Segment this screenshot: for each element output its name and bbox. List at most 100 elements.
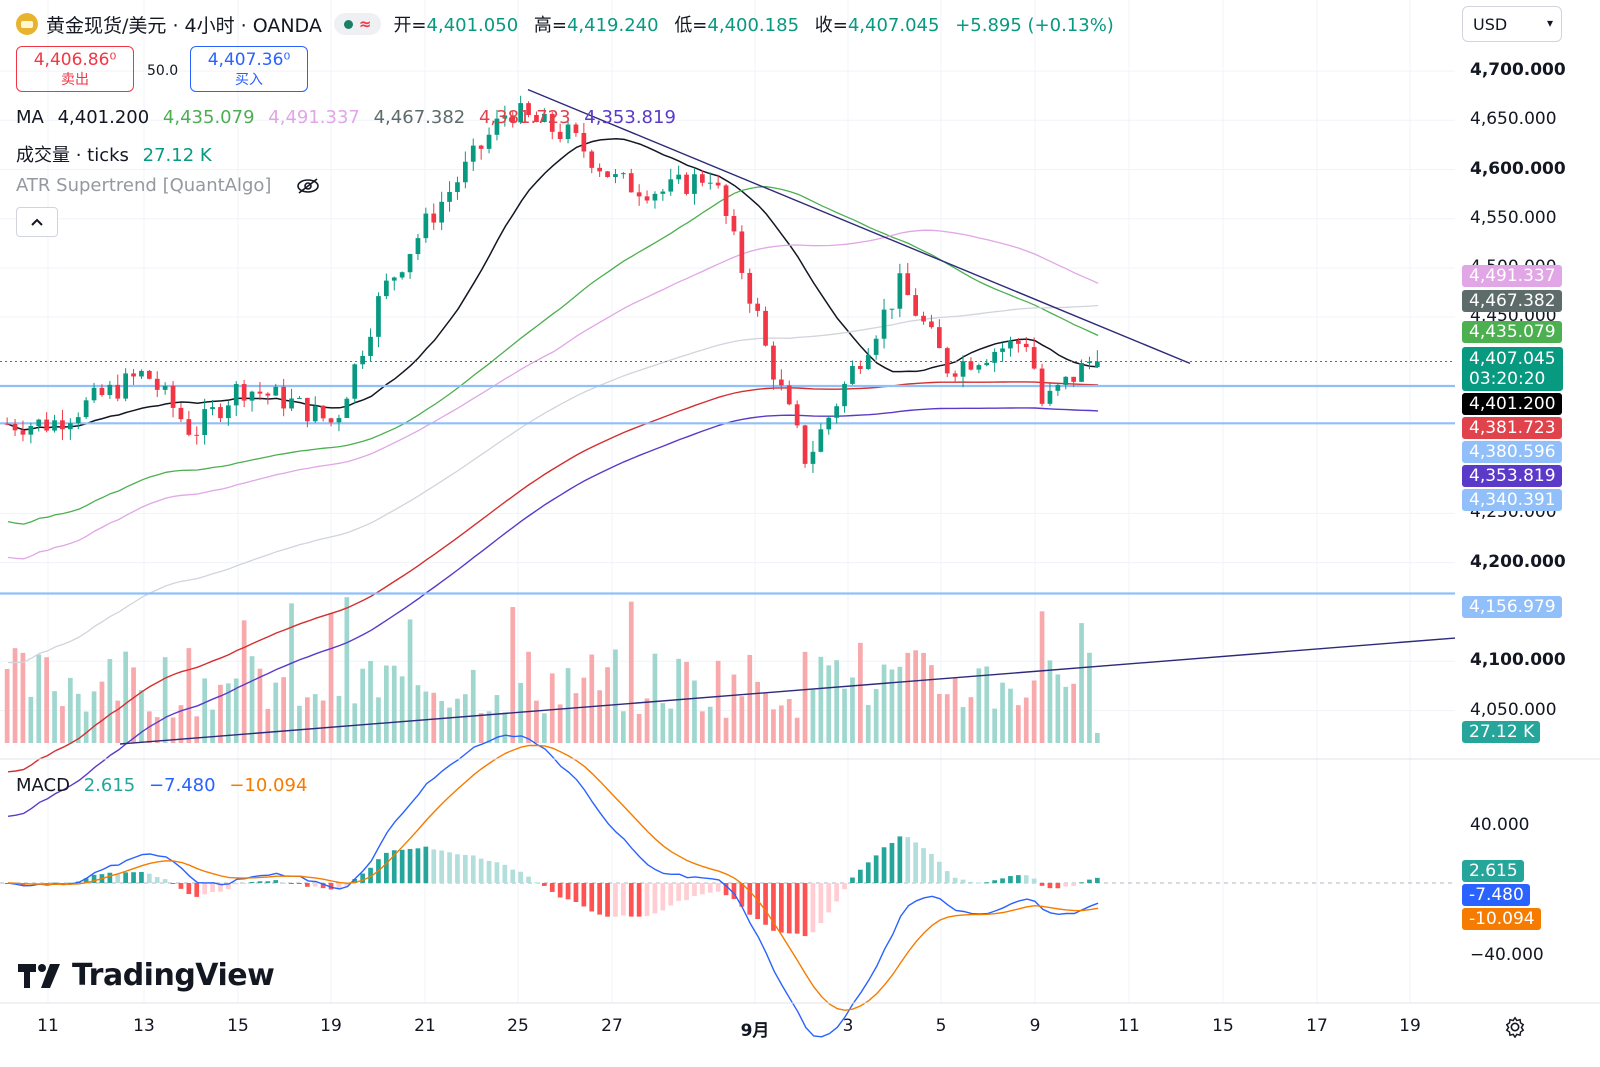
ma-legend[interactable]: MA 4,401.200 4,435.079 4,491.337 4,467.3… [16, 107, 684, 128]
macd-histogram-bar [1047, 883, 1053, 889]
symbol-title[interactable]: 黄金现货/美元 · 4小时 · OANDA [46, 14, 322, 37]
symbol-header[interactable]: 黄金现货/美元 · 4小时 · OANDA ≈ 开=4,401.050 高=4,… [16, 10, 1124, 38]
macd-histogram-bar [44, 883, 49, 884]
macd-histogram-bar [4, 883, 10, 884]
horizontal-levels[interactable] [0, 360, 1455, 595]
time-axis-tick: 9 [1029, 1016, 1041, 1036]
currency-select[interactable]: USD ▾ [1462, 6, 1562, 42]
price-label: 4,340.391 [1462, 489, 1562, 511]
macd-histogram-bar [328, 883, 334, 890]
volume-bar [455, 698, 460, 743]
macd-histogram-bar [1008, 876, 1013, 883]
macd-histogram-bar [723, 883, 729, 896]
volume-bar [1087, 652, 1092, 743]
volume-bar [139, 690, 144, 743]
tradingview-mark-icon [18, 963, 60, 988]
macd-histogram-bar [668, 883, 674, 906]
macd-histogram-bar [660, 883, 666, 911]
delayed-data-icon: ≈ [358, 15, 372, 33]
volume-bar [897, 666, 903, 743]
candle-body [668, 179, 674, 192]
macd-histogram-bar [384, 852, 389, 883]
tradingview-logo[interactable]: TradingView [18, 958, 275, 993]
ma-value-3: 4,491.337 [268, 107, 360, 128]
macd-histogram-bar [447, 852, 452, 883]
candle-body [91, 387, 97, 401]
macd-histogram-bar [1071, 883, 1076, 886]
time-axis-tick: 15 [1212, 1016, 1234, 1036]
macd-histogram-bar [289, 883, 294, 884]
macd-histogram-bar [139, 871, 144, 883]
collapse-legend-button[interactable] [16, 207, 58, 237]
market-status-badge[interactable]: ≈ [333, 13, 382, 35]
macd-histogram-bar [597, 883, 602, 915]
volume-bar [636, 713, 642, 743]
volume-bar [439, 701, 444, 743]
spread-value: 50.0 [147, 63, 179, 79]
ma-line [7, 186, 1099, 525]
volume-bar [391, 665, 397, 743]
candle-body [818, 429, 824, 452]
volume-bar [478, 713, 484, 743]
macd-histogram-bar [968, 881, 974, 883]
macd-histogram-bar [810, 883, 816, 933]
volume-bar [676, 658, 681, 743]
macd-histogram-bar [218, 883, 223, 892]
hidden-eye-icon[interactable] [295, 176, 321, 196]
atr-legend[interactable]: ATR Supertrend [QuantAlgo] [16, 175, 321, 196]
volume-bar [1031, 680, 1037, 743]
macd-histogram-bar [52, 882, 57, 884]
settings-gear-icon[interactable] [1504, 1016, 1526, 1038]
candle-body [391, 277, 397, 281]
volume-bar [281, 677, 286, 743]
candle-body [431, 213, 437, 223]
sell-label: 卖出 [61, 72, 89, 88]
candle-body [597, 167, 602, 172]
candle-body [771, 345, 776, 380]
volume-bar [170, 717, 176, 743]
macd-histogram-bar [581, 883, 587, 907]
volume-bar [1063, 686, 1069, 743]
price-label: 4,156.979 [1462, 596, 1562, 618]
ma-line [7, 304, 1099, 664]
time-axis-tick: 27 [601, 1016, 623, 1036]
volume-bar [210, 709, 215, 743]
candle-body [628, 173, 634, 193]
macd-histogram-bar [731, 883, 737, 900]
trend-lines[interactable] [119, 89, 1456, 745]
volume-bar [921, 652, 926, 743]
macd-histogram-bar [984, 882, 990, 884]
time-axis-tick: 25 [507, 1016, 529, 1036]
volume-bar [202, 678, 207, 743]
macd-histogram-bar [692, 883, 697, 897]
macd-histogram-bar [771, 883, 776, 931]
candle-body [1055, 384, 1061, 391]
macd-histogram-bar [336, 883, 342, 890]
buy-button[interactable]: 4,407.36⁰ 买入 [190, 46, 308, 92]
candle-body [1008, 340, 1013, 349]
macd-histogram-bar [613, 883, 618, 917]
price-label: 4,491.337 [1462, 265, 1562, 287]
volume-legend[interactable]: 成交量 · ticks 27.12 K [16, 141, 220, 167]
candle-body [873, 338, 879, 355]
candle-body [170, 385, 176, 408]
candle-body [763, 310, 768, 346]
volume-bar [542, 713, 547, 743]
macd-legend[interactable]: MACD 2.615 −7.480 −10.094 [16, 775, 315, 796]
volume-bar [273, 682, 279, 743]
volume-bar [115, 700, 121, 743]
candle-body [644, 196, 650, 201]
candle-body [1016, 340, 1021, 344]
macd-histogram-bar [368, 867, 373, 883]
macd-histogram-bar [763, 883, 768, 925]
macd-histogram-bar [510, 869, 516, 883]
candle-body [210, 407, 215, 410]
candle-body [399, 272, 405, 278]
volume-bar [289, 603, 294, 743]
candle-body [715, 182, 721, 186]
macd-histogram-bar [399, 849, 405, 883]
sell-button[interactable]: 4,406.86⁰ 卖出 [16, 46, 134, 92]
macd-histogram-bar [976, 882, 982, 884]
candle-body [589, 151, 595, 168]
